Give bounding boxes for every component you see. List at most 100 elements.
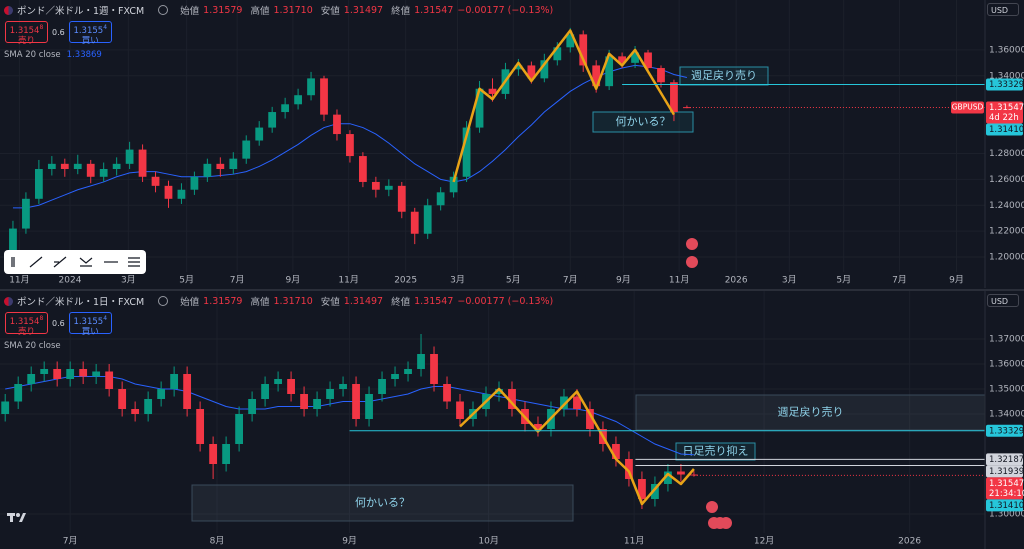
sma-line <box>5 376 694 456</box>
candle-body <box>183 374 192 409</box>
currency-button[interactable]: USD <box>987 294 1019 307</box>
currency-button[interactable]: USD <box>987 3 1019 16</box>
zigzag-line <box>452 29 676 183</box>
symbol[interactable]: ポンド／米ドル・1日・FXCM <box>17 297 145 308</box>
candle-body <box>14 384 23 402</box>
spread: 0.6 <box>52 27 65 37</box>
symbol[interactable]: ポンド／米ドル・1週・FXCM <box>17 6 145 17</box>
price-tag <box>986 477 1023 500</box>
indicator-legend: SMA 20 close <box>4 341 61 351</box>
candle-body <box>410 211 419 234</box>
candle-body <box>618 56 626 63</box>
price-tag <box>986 101 1023 124</box>
buy-pip: 4 <box>103 24 108 31</box>
y-tick-label: 1.24000 <box>989 201 1024 211</box>
candle-body <box>534 424 542 429</box>
annotation-box <box>675 442 756 461</box>
sell-price: 1.3154 <box>9 25 40 36</box>
annotation-text: 日足売り抑え <box>683 444 749 458</box>
candle-body <box>586 409 594 429</box>
candle-body <box>196 409 205 444</box>
trade-buttons: 1.31548 売り 0.6 1.31554 買い <box>5 21 112 46</box>
candle-body <box>443 384 451 402</box>
sell-button[interactable]: 1.31548 売り <box>5 312 48 337</box>
x-tick-label: 5月 <box>836 275 851 286</box>
candle-body <box>164 185 173 199</box>
legend: ポンド／米ドル・1週・FXCM 始値 1.31579 高値 1.31710 安値 1.… <box>4 3 553 17</box>
price-tag-label: 1.31547 <box>989 103 1024 113</box>
x-tick-label: 2026 <box>725 276 748 286</box>
buy-label: 買い <box>81 35 99 46</box>
eye-icon[interactable] <box>158 296 169 306</box>
candle-body <box>86 163 95 177</box>
x-tick-label: 9月 <box>949 275 964 286</box>
annotation-text: 週足戻り売り <box>691 69 757 82</box>
candle-body <box>157 389 166 399</box>
candle-body <box>307 78 315 96</box>
event-icons <box>686 238 732 529</box>
candle-body <box>566 34 575 48</box>
x-tick-label: 7月 <box>892 275 907 286</box>
candle-body <box>612 444 620 459</box>
candle-body <box>625 459 633 479</box>
ohlc-label: 終値 <box>391 297 411 308</box>
candle-body <box>73 163 82 170</box>
y-tick-label: 1.22000 <box>989 227 1024 237</box>
candle-body <box>144 399 153 414</box>
ohlc-label: 安値 <box>320 297 340 308</box>
x-tick-label: 11月 <box>624 536 644 547</box>
x-tick-label: 2026 <box>898 537 921 547</box>
zigzag-line <box>459 387 695 506</box>
candle-body <box>203 163 212 177</box>
candle-body <box>339 384 347 389</box>
candle-body <box>9 228 17 251</box>
candle-body <box>287 379 295 394</box>
annotation-text: 週足戻り売り <box>778 406 844 419</box>
candle-body <box>514 65 523 70</box>
candle-body <box>118 389 127 409</box>
indicator-name[interactable]: SMA 20 close <box>4 50 61 60</box>
candle-body <box>540 60 549 79</box>
ohlc-value: 1.31497 <box>343 4 384 16</box>
ohlc-label: 高値 <box>250 297 270 308</box>
buy-button[interactable]: 1.31554 買い <box>68 21 112 46</box>
candle-body <box>365 394 373 419</box>
toolbar-icons <box>11 256 140 268</box>
buy-button[interactable]: 1.31554 買い <box>68 312 112 337</box>
price-tag <box>986 123 1023 136</box>
y-tick-label: 1.28000 <box>989 149 1024 159</box>
candle-body <box>508 389 516 409</box>
candle-body <box>235 414 244 444</box>
candle-body <box>397 185 406 212</box>
x-tick-label: 7月 <box>230 275 245 286</box>
sell-button[interactable]: 1.31548 売り <box>5 21 48 46</box>
candle-body <box>670 82 678 113</box>
price-tag-label: 21:34:10 <box>989 489 1024 499</box>
x-tick-label: 12月 <box>754 536 774 547</box>
indicator-name[interactable]: SMA 20 close <box>4 341 61 351</box>
eye-icon[interactable] <box>158 5 169 15</box>
candle-body <box>294 95 302 105</box>
x-tick-label: 11月 <box>669 275 689 286</box>
candle-body <box>359 156 367 182</box>
candle-body <box>320 78 328 115</box>
candle-body <box>333 114 341 135</box>
candle-body <box>436 192 445 206</box>
candle-body <box>592 65 601 87</box>
flag-icon <box>4 5 13 15</box>
candle-body <box>677 471 685 475</box>
x-tick-label: 3月 <box>121 275 136 286</box>
candle-body <box>352 384 360 419</box>
candle-body <box>462 127 471 177</box>
candle-body <box>638 479 646 499</box>
candle-body <box>248 399 256 414</box>
candle-body <box>371 181 380 190</box>
price-tag-label: 1.33329 <box>989 426 1024 436</box>
y-tick-label: 1.20000 <box>989 253 1024 263</box>
flag-icon <box>4 296 13 306</box>
y-tick-label: 1.34000 <box>989 410 1024 420</box>
indicator-value: 1.33869 <box>66 50 102 60</box>
candle-body <box>79 369 88 377</box>
candle-body <box>644 52 652 69</box>
